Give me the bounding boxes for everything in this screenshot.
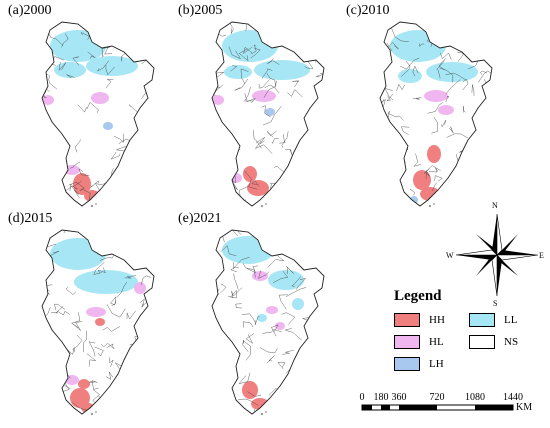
map-panel-2000: (a)2000 <box>0 0 180 210</box>
scale-tick-label: 180 <box>373 392 389 403</box>
legend-label: LH <box>429 358 444 370</box>
map-panel-2015: (d)2015 <box>0 208 180 423</box>
compass-rose: N S E W <box>446 201 544 308</box>
region-map <box>379 21 493 207</box>
scale-tick-label: 1440 <box>503 392 523 403</box>
region-map <box>41 21 155 207</box>
legend-title: Legend <box>394 288 442 304</box>
legend-label: NS <box>504 336 519 348</box>
scale-tick-label: 1080 <box>465 392 485 403</box>
scale-tick-label: 720 <box>429 392 445 403</box>
legend-swatch <box>394 357 420 371</box>
legend-swatch <box>394 335 420 349</box>
legend-swatch <box>469 313 495 327</box>
map-panel-2005: (b)2005 <box>170 0 350 210</box>
legend-item-ll: LL <box>469 313 517 327</box>
compass-s-label: S <box>493 299 498 308</box>
panel-title: (e)2021 <box>178 211 222 226</box>
compass-n-label: N <box>492 201 498 210</box>
scale-unit: KM <box>516 402 533 413</box>
scale-bar-graphic <box>361 404 514 411</box>
legend-item-hh: HH <box>394 313 445 327</box>
map-panel-2010: (c)2010 <box>338 0 518 210</box>
panel-title: (c)2010 <box>346 3 390 18</box>
legend-swatch <box>469 335 495 349</box>
legend-label: HL <box>429 336 444 348</box>
region-map <box>211 21 325 207</box>
legend-item-lh: LH <box>394 357 444 371</box>
panel-title: (b)2005 <box>178 3 223 18</box>
legend-label: LL <box>504 314 518 326</box>
legend-swatch <box>394 313 420 327</box>
region-map <box>211 229 325 415</box>
legend: Legend HH LL HL NS LH <box>384 288 544 384</box>
compass-w-label: W <box>446 251 454 260</box>
region-map <box>41 229 155 415</box>
compass-star-icon <box>455 213 539 297</box>
legend-item-hl: HL <box>394 335 444 349</box>
map-panel-2021: (e)2021 <box>170 208 350 423</box>
compass-e-label: E <box>539 251 544 260</box>
scale-tick-label: 360 <box>391 392 407 403</box>
panel-title: (d)2015 <box>8 211 53 226</box>
scale-tick-label: 0 <box>359 392 365 403</box>
scale-bar: 0 180 360 720 1080 1440 KM <box>355 392 545 422</box>
panel-title: (a)2000 <box>8 3 52 18</box>
legend-item-ns: NS <box>469 335 518 349</box>
legend-label: HH <box>429 314 445 326</box>
